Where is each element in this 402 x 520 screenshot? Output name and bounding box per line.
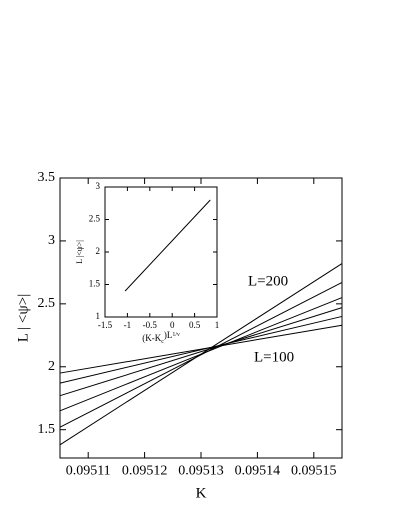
x-axis-label-part: 1/ν: [172, 332, 180, 338]
y-tick-label: 2.5: [89, 214, 101, 224]
x-tick-label: 0.09514: [235, 464, 281, 479]
y-tick-label: 1: [96, 311, 101, 321]
x-axis-label-part: (K-K: [142, 333, 161, 343]
data-line: [59, 307, 343, 397]
x-tick-label: -1.5: [98, 320, 113, 330]
data-line: [124, 199, 211, 292]
y-tick-label: 3.5: [38, 170, 56, 185]
x-tick-label: -1: [124, 320, 132, 330]
data-line: [59, 324, 343, 374]
annotation: L=200: [248, 273, 288, 289]
x-tick-label: 1: [215, 320, 220, 330]
x-axis-label-part: c: [161, 339, 164, 345]
y-axis-label: L | <ψ>|: [15, 294, 31, 342]
y-tick-label: 3: [96, 181, 101, 191]
x-axis-label-part: )L: [164, 330, 173, 340]
x-axis-label: K: [196, 485, 207, 501]
x-tick-label: -0.5: [143, 320, 158, 330]
x-tick-label: 0.09515: [291, 464, 337, 479]
annotation: L=100: [254, 349, 294, 365]
x-axis-label: (K-Kc)L1/ν: [142, 330, 180, 345]
x-tick-label: 0.09513: [178, 464, 224, 479]
x-tick-label: 0.09512: [122, 464, 168, 479]
data-line: [59, 315, 343, 384]
y-tick-label: 1.5: [89, 279, 101, 289]
x-tick-label: 0: [170, 320, 175, 330]
y-tick-label: 3: [48, 233, 55, 248]
y-tick-label: 2: [96, 246, 101, 256]
x-tick-label: 0.5: [189, 320, 201, 330]
data-line: [59, 263, 343, 446]
y-tick-label: 2: [48, 359, 55, 374]
y-tick-label: 1.5: [38, 422, 56, 437]
y-tick-label: 2.5: [38, 296, 56, 311]
data-line: [59, 282, 343, 428]
x-tick-label: 0.09511: [66, 464, 111, 479]
y-axis-label: L |<ψ>|: [75, 240, 84, 264]
